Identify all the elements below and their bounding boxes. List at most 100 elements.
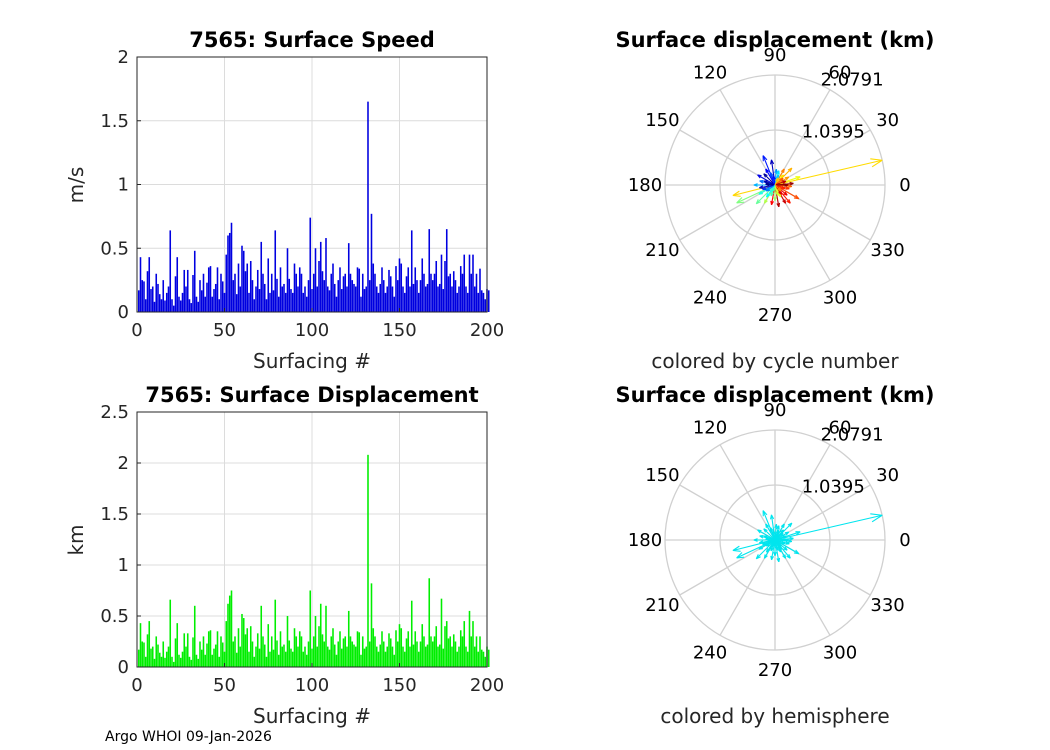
displacement-arrow	[774, 177, 784, 186]
x-tick-label: 0	[131, 675, 142, 696]
bar	[283, 283, 285, 312]
bar	[235, 652, 238, 667]
bar	[407, 267, 410, 313]
displacement-arrow	[772, 175, 776, 186]
displacement-arrow	[774, 539, 779, 551]
displacement-arrow	[765, 537, 776, 542]
bar	[249, 626, 252, 667]
bar	[242, 618, 245, 667]
polar-angle-label: 180	[628, 530, 662, 551]
bar	[158, 652, 161, 667]
bar	[330, 273, 333, 312]
bar	[451, 286, 453, 312]
bar	[246, 628, 249, 667]
bar	[148, 257, 151, 312]
bar	[164, 657, 166, 667]
bar	[202, 273, 205, 312]
polar-radius-label: 1.0395	[802, 121, 865, 142]
bar	[468, 254, 471, 313]
displacement-arrow	[774, 532, 779, 541]
bar	[300, 636, 303, 667]
bar	[230, 222, 233, 312]
bar	[137, 290, 140, 312]
bar	[421, 258, 424, 312]
bar	[307, 280, 310, 313]
bar	[328, 290, 331, 312]
x-tick-label: 150	[382, 320, 416, 341]
polar-angle-label: 90	[764, 45, 787, 66]
displacement-y-axis-label: km	[64, 524, 88, 555]
bar	[484, 299, 487, 312]
bar	[263, 644, 266, 667]
bar	[402, 286, 404, 312]
bar	[169, 230, 172, 312]
bar	[354, 286, 357, 312]
displacement-arrow	[773, 185, 777, 202]
bar	[183, 269, 186, 312]
bar	[241, 613, 243, 667]
bar	[204, 296, 207, 312]
x-tick-label: 200	[470, 675, 504, 696]
bar	[347, 610, 350, 667]
bar	[452, 271, 455, 312]
bar	[298, 631, 301, 667]
bar	[330, 636, 333, 667]
bar	[288, 278, 291, 312]
bar	[202, 636, 205, 667]
bar	[346, 286, 348, 312]
bar	[398, 624, 401, 667]
y-tick-label: 1	[118, 175, 129, 196]
bar	[309, 590, 312, 667]
polar-cycle-title: Surface displacement (km)	[615, 28, 934, 52]
bar	[293, 263, 296, 312]
bar	[477, 292, 480, 313]
bar	[365, 646, 368, 667]
bar	[206, 282, 208, 312]
bar	[426, 644, 429, 667]
bar	[482, 651, 485, 667]
bar	[199, 280, 201, 313]
bar	[211, 296, 214, 312]
bar	[386, 646, 389, 667]
bar	[220, 273, 222, 312]
bar	[174, 276, 177, 312]
bar	[473, 646, 476, 667]
bar	[237, 263, 240, 312]
bar	[321, 271, 324, 312]
displacement-arrow	[771, 539, 776, 548]
bar	[274, 599, 277, 667]
y-tick-label: 1	[118, 555, 129, 576]
bar	[200, 649, 203, 667]
bar	[487, 649, 490, 667]
bar	[192, 637, 194, 667]
bar	[370, 213, 373, 312]
bar	[305, 654, 308, 667]
bar	[440, 254, 443, 313]
bar	[291, 292, 294, 313]
x-tick-label: 150	[382, 675, 416, 696]
bar	[379, 644, 382, 667]
bar	[388, 269, 390, 312]
displacement-arrow	[770, 539, 776, 561]
bar	[281, 286, 284, 312]
bar	[284, 292, 287, 313]
bar	[225, 254, 228, 313]
bar	[146, 271, 149, 312]
bar	[209, 266, 212, 312]
bar	[393, 296, 396, 312]
bar	[269, 651, 271, 667]
bar	[263, 283, 266, 312]
bar	[204, 654, 207, 667]
displacement-arrow	[759, 184, 776, 189]
bar	[244, 271, 247, 312]
bar	[248, 292, 250, 313]
bar	[160, 656, 163, 667]
bar	[169, 599, 172, 667]
displacement-arrow	[775, 183, 789, 187]
bar	[316, 646, 319, 667]
y-tick-label: 1.5	[100, 504, 129, 525]
bar	[426, 283, 429, 312]
bar	[158, 294, 161, 312]
bar	[302, 651, 305, 667]
bar	[463, 621, 466, 667]
